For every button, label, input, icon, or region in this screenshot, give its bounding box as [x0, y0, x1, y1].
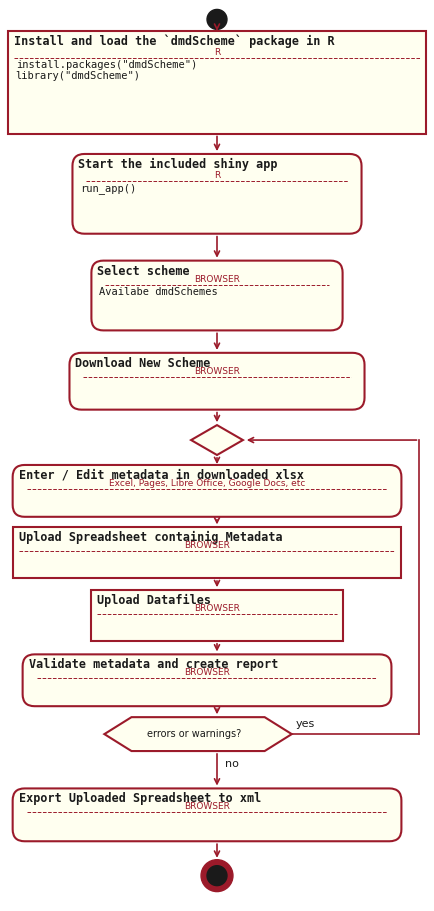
FancyBboxPatch shape	[13, 788, 401, 841]
Text: no: no	[225, 759, 239, 769]
Text: yes: yes	[296, 719, 315, 729]
Bar	[13, 527, 401, 578]
FancyBboxPatch shape	[13, 465, 401, 517]
Text: BROWSER: BROWSER	[194, 604, 240, 613]
Text: errors or warnings?: errors or warnings?	[147, 729, 241, 739]
Circle shape	[201, 860, 233, 892]
Text: BROWSER: BROWSER	[184, 803, 230, 812]
Text: R: R	[214, 171, 220, 179]
FancyBboxPatch shape	[92, 261, 342, 331]
Bar	[8, 31, 426, 134]
Text: Excel, Pages, Libre Office, Google Docs, etc: Excel, Pages, Libre Office, Google Docs,…	[109, 479, 305, 488]
FancyBboxPatch shape	[72, 154, 362, 234]
Text: BROWSER: BROWSER	[194, 274, 240, 283]
Text: Validate metadata and create report: Validate metadata and create report	[29, 659, 278, 671]
Bar	[92, 590, 342, 641]
Text: Upload Datafiles: Upload Datafiles	[97, 594, 211, 607]
Polygon shape	[104, 717, 292, 751]
Text: Select scheme: Select scheme	[97, 264, 190, 278]
Text: Start the included shiny app: Start the included shiny app	[79, 158, 278, 171]
Text: Upload Spreadsheet containig Metadata: Upload Spreadsheet containig Metadata	[19, 531, 282, 545]
Text: BROWSER: BROWSER	[184, 541, 230, 550]
Text: run_app(): run_app()	[80, 183, 137, 194]
Text: Enter / Edit metadata in downloaded xlsx: Enter / Edit metadata in downloaded xlsx	[19, 469, 304, 482]
Circle shape	[207, 9, 227, 29]
Text: R: R	[214, 47, 220, 56]
Text: install.packages("dmdScheme")
library("dmdScheme"): install.packages("dmdScheme") library("d…	[16, 60, 197, 81]
Text: Availabe dmdSchemes: Availabe dmdSchemes	[99, 287, 218, 297]
FancyBboxPatch shape	[23, 654, 391, 706]
Text: Export Uploaded Spreadsheet to xml: Export Uploaded Spreadsheet to xml	[19, 793, 261, 805]
Circle shape	[207, 865, 227, 885]
Text: BROWSER: BROWSER	[184, 669, 230, 677]
Text: Download New Scheme: Download New Scheme	[76, 357, 211, 370]
Text: Install and load the `dmdScheme` package in R: Install and load the `dmdScheme` package…	[13, 35, 334, 48]
Polygon shape	[191, 425, 243, 455]
FancyBboxPatch shape	[69, 353, 365, 410]
Text: BROWSER: BROWSER	[194, 367, 240, 375]
